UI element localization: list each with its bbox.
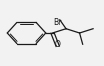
- Text: Br: Br: [53, 18, 61, 27]
- Text: O: O: [55, 40, 61, 49]
